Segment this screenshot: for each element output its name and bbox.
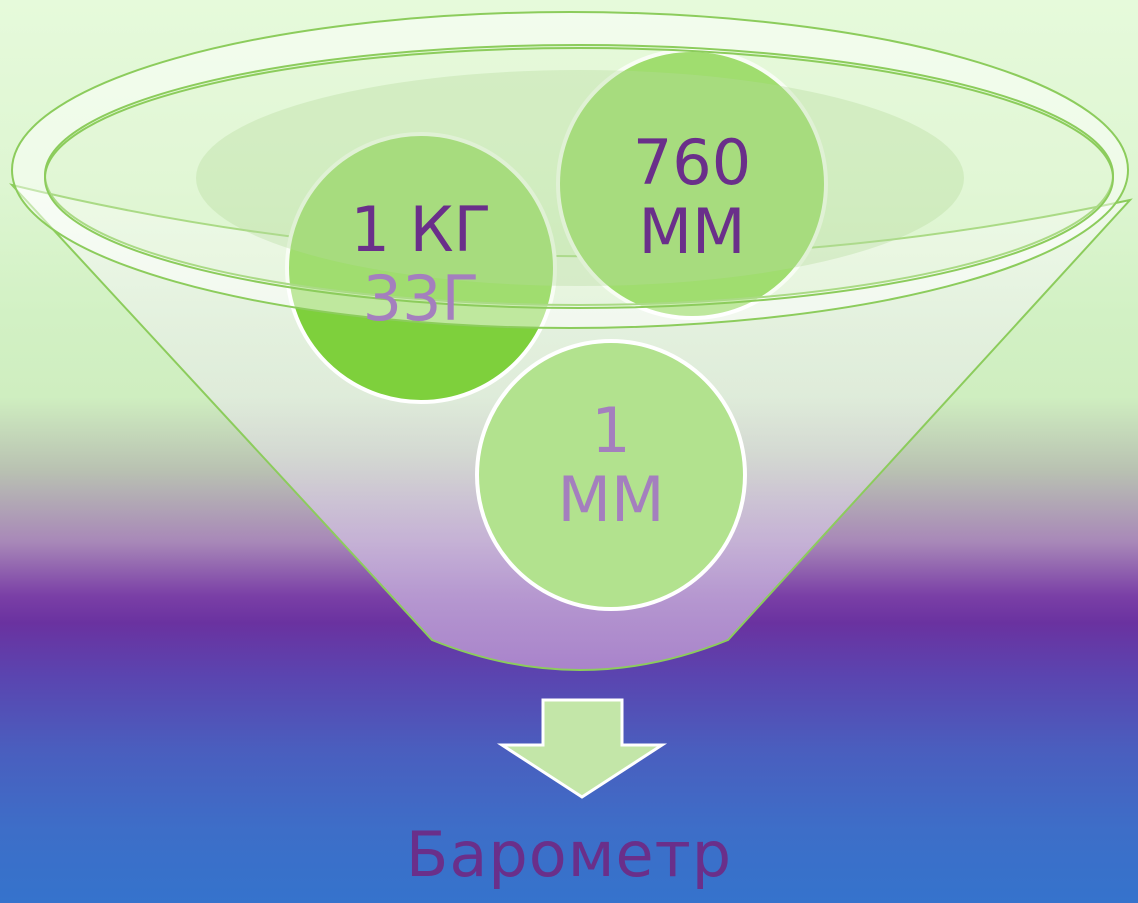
funnel-inner-glaze xyxy=(44,47,1114,309)
bubble-1kg-circle xyxy=(285,132,557,404)
funnel-inner-shadow xyxy=(196,70,964,286)
bubble-1mm-circle xyxy=(475,339,747,611)
result-label: Барометр xyxy=(405,818,733,891)
down-arrow-icon xyxy=(496,698,668,799)
